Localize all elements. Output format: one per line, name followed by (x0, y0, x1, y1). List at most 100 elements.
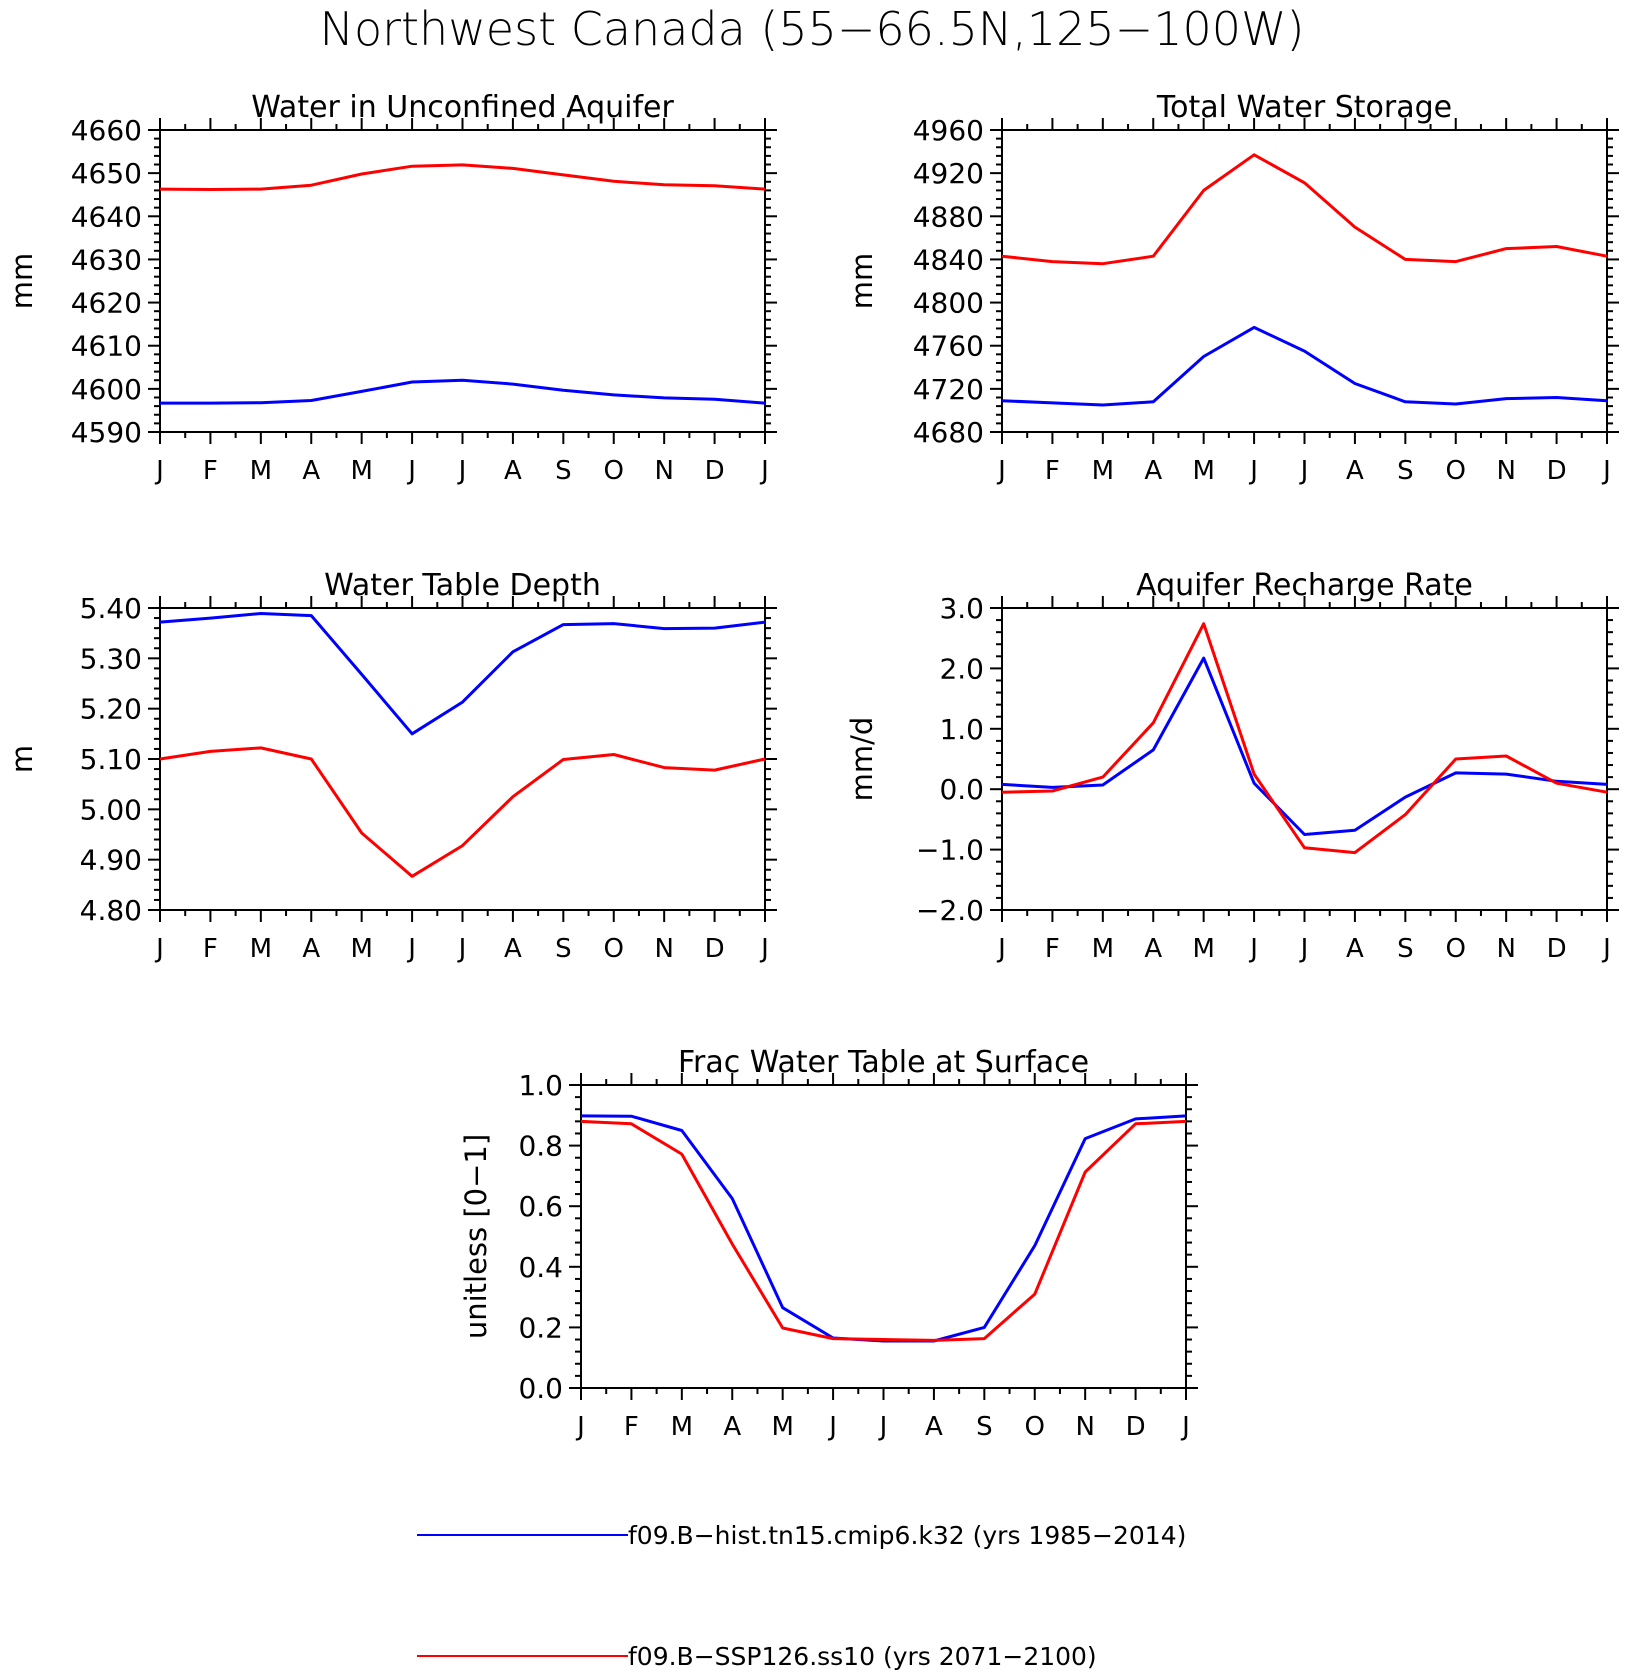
x-tick-label: D (1126, 1412, 1146, 1442)
x-tick-label: F (1045, 456, 1060, 486)
y-tick-label: 0.0 (939, 773, 984, 806)
x-tick-label: A (723, 1412, 741, 1442)
x-tick-label: M (1092, 456, 1114, 486)
x-tick-label: O (1446, 456, 1466, 486)
x-tick-label: N (1496, 456, 1515, 486)
plot-frame (159, 607, 766, 911)
x-tick-label: J (575, 1412, 585, 1442)
x-tick-label: A (504, 456, 522, 486)
x-tick-label: N (654, 934, 673, 964)
x-tick-label: J (1299, 456, 1309, 486)
y-tick-label: 3.0 (939, 592, 984, 625)
x-tick-label: A (302, 456, 320, 486)
y-tick-label: −1.0 (916, 834, 984, 867)
y-tick-label: 4660 (71, 114, 142, 147)
x-tick-label: A (1144, 456, 1162, 486)
x-tick-label: D (1547, 934, 1567, 964)
x-tick-label: A (504, 934, 522, 964)
x-tick-label: A (1346, 934, 1364, 964)
y-tick-label: 4.90 (80, 844, 142, 877)
series-line-hist (159, 612, 766, 736)
y-axis-label: mm (5, 253, 39, 310)
x-tick-label: J (406, 934, 416, 964)
y-tick-label: 5.10 (80, 743, 142, 776)
x-tick-label: F (203, 456, 218, 486)
y-tick-label: 5.20 (80, 693, 142, 726)
x-tick-label: J (827, 1412, 837, 1442)
x-tick-label: J (1248, 934, 1258, 964)
x-tick-label: D (705, 456, 725, 486)
x-tick-label: J (1248, 456, 1258, 486)
y-tick-label: 4760 (913, 330, 984, 363)
x-tick-label: D (1547, 456, 1567, 486)
x-tick-label: J (457, 934, 467, 964)
x-tick-label: A (1144, 934, 1162, 964)
x-tick-label: F (203, 934, 218, 964)
y-tick-label: 4630 (71, 243, 142, 276)
x-tick-label: S (1397, 456, 1414, 486)
x-tick-label: N (1496, 934, 1515, 964)
x-tick-label: O (1025, 1412, 1045, 1442)
x-tick-label: A (925, 1412, 943, 1442)
y-axis-label: mm (845, 253, 879, 310)
x-tick-label: D (705, 934, 725, 964)
figure-title: Northwest Canada (55−66.5N,125−100W) (320, 2, 1305, 56)
legend-label-hist: f09.B−hist.tn15.cmip6.k32 (yrs 1985−2014… (628, 1521, 1186, 1550)
y-axis-label: m (5, 745, 39, 773)
y-tick-label: 4650 (71, 157, 142, 190)
x-tick-label: F (624, 1412, 639, 1442)
x-tick-label: J (406, 456, 416, 486)
x-tick-label: S (555, 934, 572, 964)
y-axis-label: mm/d (845, 717, 879, 802)
y-tick-label: −2.0 (916, 894, 984, 927)
legend-label-ssp: f09.B−SSP126.ss10 (yrs 2071−2100) (628, 1642, 1097, 1671)
y-tick-label: 5.40 (80, 592, 142, 625)
x-tick-label: O (604, 456, 624, 486)
x-tick-label: J (457, 456, 467, 486)
x-tick-label: J (1601, 456, 1611, 486)
x-tick-label: J (154, 456, 164, 486)
x-tick-label: M (350, 456, 372, 486)
plot-frame (1001, 129, 1608, 433)
y-tick-label: 4610 (71, 330, 142, 363)
series-line-hist (160, 378, 766, 405)
x-tick-label: M (771, 1412, 793, 1442)
x-tick-label: S (976, 1412, 993, 1442)
y-tick-label: 4620 (71, 287, 142, 320)
x-tick-label: S (1397, 934, 1414, 964)
x-tick-label: J (996, 934, 1006, 964)
y-tick-label: 0.0 (518, 1372, 563, 1405)
y-tick-label: 1.0 (518, 1069, 563, 1102)
plot-frame (580, 1084, 1187, 1389)
x-tick-label: O (1446, 934, 1466, 964)
x-tick-label: M (1192, 456, 1214, 486)
x-tick-label: J (759, 934, 769, 964)
series-line-ssp126 (1001, 153, 1608, 266)
y-tick-label: 4800 (913, 287, 984, 320)
series-line-ssp126 (159, 163, 766, 191)
y-tick-label: 0.8 (518, 1130, 563, 1163)
y-tick-label: 4960 (913, 114, 984, 147)
y-tick-label: 2.0 (939, 652, 984, 685)
y-tick-label: 4.80 (80, 894, 142, 927)
x-tick-label: J (759, 456, 769, 486)
y-tick-label: 5.00 (80, 793, 142, 826)
x-tick-label: M (1092, 934, 1114, 964)
y-tick-label: 4720 (913, 373, 984, 406)
y-tick-label: 4640 (71, 200, 142, 233)
x-tick-label: M (671, 1412, 693, 1442)
y-tick-label: 0.6 (518, 1190, 563, 1223)
x-tick-label: M (250, 934, 272, 964)
x-tick-label: J (1180, 1412, 1190, 1442)
x-tick-label: J (154, 934, 164, 964)
y-tick-label: 4590 (71, 416, 142, 449)
y-tick-label: 5.30 (80, 642, 142, 675)
x-tick-label: J (1601, 934, 1611, 964)
x-tick-label: N (654, 456, 673, 486)
y-tick-label: 0.4 (518, 1251, 563, 1284)
y-tick-label: 4840 (913, 243, 984, 276)
